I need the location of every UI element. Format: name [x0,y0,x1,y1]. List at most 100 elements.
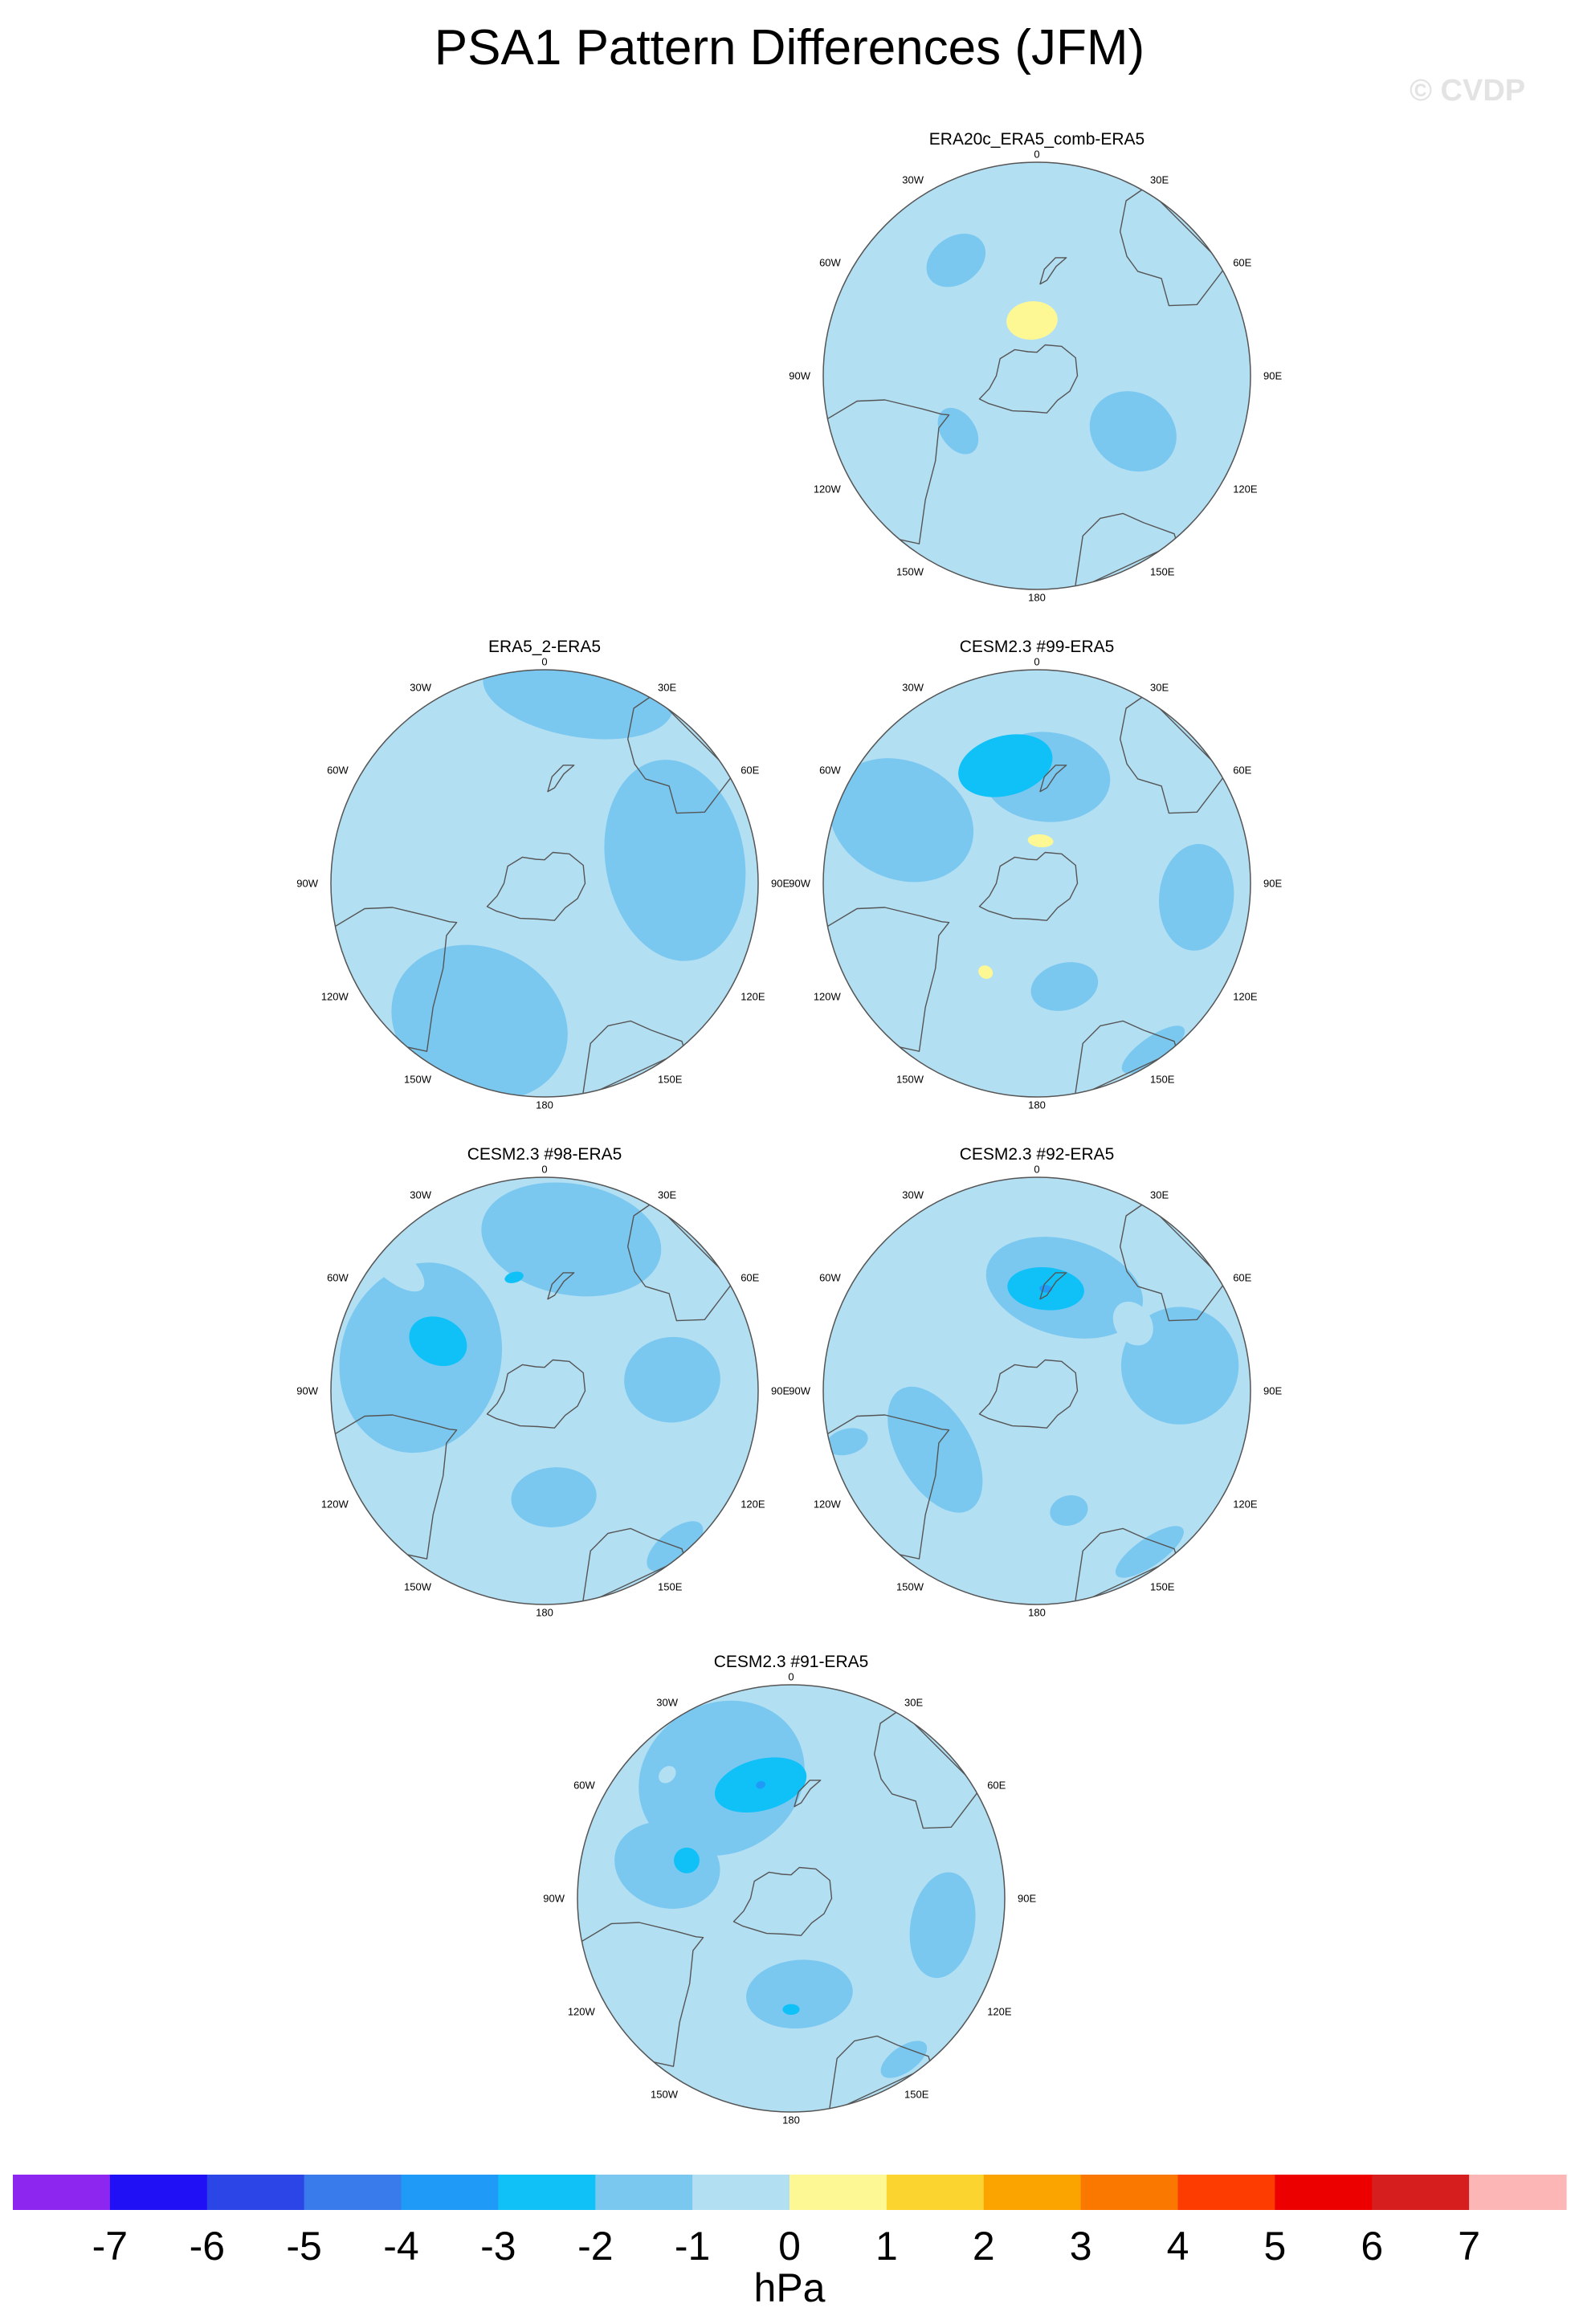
longitude-label: 0 [1034,149,1039,161]
coastline [486,851,586,921]
longitude-label: 180 [536,1099,553,1111]
coastline [1039,1272,1067,1300]
longitude-label: 0 [1034,656,1039,668]
map-border [822,161,1251,590]
contour-region [1115,1526,1184,1578]
coastline [1119,186,1226,307]
colorbar-swatch [304,2175,402,2210]
colorbar-swatch [1372,2175,1470,2210]
colorbar-tick-label: 2 [973,2224,995,2269]
colorbar-tick-label: 7 [1458,2224,1480,2269]
coastline [547,764,575,793]
contour-region [391,944,568,1097]
contour-region [1089,391,1177,472]
contour-region [614,1821,720,1909]
longitude-label: 30E [904,1696,923,1708]
colorbar-tick-label: -5 [286,2224,321,2269]
colorbar-tick-label: 4 [1167,2224,1189,2269]
coastline [794,1780,822,1808]
coastline [978,344,1079,414]
longitude-label: 150E [904,2089,929,2101]
longitude-label: 120W [814,1498,842,1511]
colorbar-swatch [1177,2175,1275,2210]
panel-title: CESM2.3 #99-ERA5 [960,638,1115,656]
colorbar-swatch [498,2175,596,2210]
longitude-label: 120W [814,991,842,1003]
longitude-label: 120E [741,991,765,1003]
colorbar-swatch [401,2175,499,2210]
watermark: © CVDP [1410,74,1526,108]
longitude-label: 180 [536,1607,553,1619]
longitude-label: 30E [1150,681,1169,693]
coastline [732,1866,833,1936]
map-border [822,1176,1251,1605]
longitude-label: 30W [902,1189,924,1201]
contour-region [926,234,986,287]
map-border [330,1176,759,1605]
contour-region [674,1847,700,1873]
coastline [1119,694,1226,814]
longitude-label: 90W [789,1385,810,1397]
panel-title: CESM2.3 #92-ERA5 [960,1145,1115,1164]
panel-title: CESM2.3 #98-ERA5 [467,1145,622,1164]
longitude-label: 180 [1028,1099,1046,1111]
longitude-label: 120E [1233,483,1258,495]
contour-region [504,1271,524,1283]
colorbar-tick-label: -3 [480,2224,516,2269]
longitude-label: 120E [1233,1498,1258,1511]
contour-region [331,864,407,903]
colorbar-swatch [886,2175,985,2210]
longitude-label: 60E [1233,764,1251,777]
colorbar-swatch [13,2175,111,2210]
longitude-label: 150W [404,1074,432,1086]
contour-region [1121,1025,1185,1074]
colorbar-swatch [1275,2175,1373,2210]
colorbar-swatch [595,2175,693,2210]
colorbar-tick-label: -1 [675,2224,710,2269]
longitude-label: 90E [771,878,790,890]
contour-region [1112,1301,1153,1346]
contour-region [624,1336,720,1423]
contour-region [958,734,1053,797]
longitude-label: 30W [902,681,924,693]
longitude-label: 120E [987,2006,1012,2018]
longitude-label: 150E [1150,1074,1175,1086]
colorbar-swatch [692,2175,790,2210]
contour-region [659,1766,676,1784]
contour-region [1006,301,1058,340]
coastline [547,1272,575,1300]
map-background [823,162,1251,589]
longitude-label: 30E [1150,1189,1169,1201]
panel-title: ERA20c_ERA5_comb-ERA5 [929,130,1144,149]
coastline [1039,257,1067,285]
longitude-label: 90E [1263,370,1282,382]
longitude-label: 90E [1263,878,1282,890]
contour-region [511,1467,597,1527]
contour-region [481,1182,662,1297]
longitude-label: 90W [296,878,318,890]
colorbar-tick-label: 3 [1070,2224,1092,2269]
colorbar-swatch [206,2175,305,2210]
longitude-label: 180 [782,2114,800,2126]
coastline [1039,764,1067,793]
longitude-label: 90W [789,878,810,890]
coastline [627,694,734,814]
contour-region [1027,834,1054,848]
contour-region [756,1780,766,1789]
contour-region [829,758,974,883]
contour-region [978,965,994,979]
longitude-label: 30W [902,173,924,186]
longitude-label: 30E [658,1189,676,1201]
longitude-label: 150W [404,1581,432,1593]
longitude-label: 180 [1028,1607,1046,1619]
longitude-label: 180 [1028,592,1046,604]
longitude-label: 120W [568,2006,596,2018]
colorbar-tick-label: -7 [92,2224,128,2269]
contour-region [781,1821,824,1849]
longitude-label: 120E [741,1498,765,1511]
contour-region [937,407,979,455]
map-border [330,669,759,1098]
longitude-label: 60W [819,764,841,777]
longitude-label: 30W [656,1696,678,1708]
